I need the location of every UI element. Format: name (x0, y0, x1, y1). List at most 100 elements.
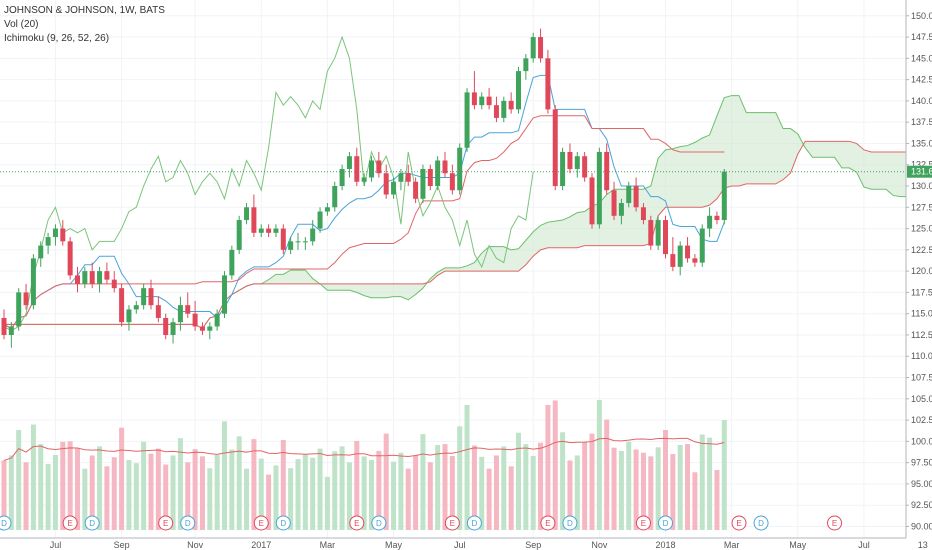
candle-body (97, 271, 103, 284)
volume-bar (1, 460, 7, 530)
candle (369, 156, 374, 182)
volume-bar (45, 464, 51, 530)
time-tick-label: Nov (187, 540, 204, 550)
candle-body (82, 271, 88, 284)
volume-bar (244, 468, 250, 530)
volume-bar (486, 468, 492, 530)
price-axis-bg (906, 0, 932, 550)
candle-body (369, 160, 374, 178)
volume-bar (611, 447, 617, 530)
event-label: E (545, 519, 550, 528)
candle-body (155, 305, 161, 318)
volume-bar (413, 455, 419, 530)
volume-bar (199, 456, 205, 530)
candle-body (442, 160, 448, 174)
candle-body (413, 181, 419, 199)
volume-bar (185, 462, 191, 530)
legend: JOHNSON & JOHNSON, 1W, BATS Vol (20) Ich… (4, 4, 165, 46)
earnings-marker: E (62, 515, 78, 531)
candle-body (185, 305, 191, 314)
event-circle (253, 515, 269, 531)
candle-body (648, 220, 654, 246)
candle (670, 237, 676, 272)
candle (339, 164, 345, 191)
candle-body (449, 173, 455, 191)
candle-body (640, 207, 646, 221)
volume-bar (501, 446, 507, 530)
candle-body (626, 186, 632, 204)
candle (82, 266, 88, 289)
candle-body (471, 92, 477, 106)
event-circle (658, 515, 673, 531)
candle-body (60, 228, 66, 242)
candle-body (383, 173, 389, 195)
volume-bar (126, 460, 132, 530)
event-circle (444, 515, 460, 531)
volume-bar (574, 455, 580, 530)
candle-body (280, 228, 286, 250)
earnings-marker: E (827, 515, 843, 531)
price-tick-label: 145.00 (911, 53, 932, 63)
candle (89, 262, 95, 289)
earnings-marker: E (444, 515, 460, 531)
candle-body (266, 228, 272, 233)
dividend-marker: D (658, 515, 673, 531)
event-circle (158, 515, 174, 531)
dividend-marker: D (371, 515, 387, 531)
candle (413, 177, 419, 204)
candle (449, 164, 455, 195)
candle (317, 207, 323, 233)
candle (493, 96, 499, 123)
earnings-marker: E (253, 515, 269, 531)
volume-bar (391, 461, 397, 530)
volume-bar (52, 455, 58, 530)
volume-bar (383, 433, 389, 530)
candle-body (177, 305, 183, 323)
candle-body (677, 245, 683, 267)
volume-bar (295, 459, 301, 530)
candle-body (685, 245, 691, 259)
volume-bar (280, 440, 286, 530)
candle (111, 271, 117, 293)
candle-body (236, 220, 242, 250)
volume-bar (479, 456, 485, 530)
candle-body (633, 186, 639, 208)
candle (177, 296, 183, 331)
dividend-marker: D (180, 515, 196, 531)
candle-body (663, 220, 668, 255)
volume-bar (545, 405, 551, 530)
candle (574, 151, 580, 178)
candle-body (89, 271, 95, 284)
candle-body (126, 309, 132, 323)
time-tick-label: May (789, 540, 807, 550)
volume-bar (258, 458, 264, 530)
volume-bar (530, 455, 536, 530)
price-tick-label: 135.00 (911, 138, 932, 148)
candle (640, 203, 646, 225)
volume-bar (464, 405, 470, 530)
volume-bar (155, 448, 161, 530)
candle (604, 143, 610, 195)
event-label: E (259, 519, 264, 528)
event-circle (753, 515, 769, 531)
candle (714, 211, 720, 225)
candle (501, 96, 507, 123)
price-tick-label: 130.00 (911, 181, 932, 191)
candle (516, 66, 521, 114)
price-tick-label: 95.00 (911, 479, 932, 489)
candle-body (567, 151, 573, 169)
volume-bar (148, 453, 154, 530)
time-tick-label: 2017 (251, 540, 271, 550)
event-label: E (641, 519, 646, 528)
volume-bar (332, 451, 338, 530)
volume-bar (67, 441, 73, 530)
price-tick-label: 100.00 (911, 436, 932, 446)
candle (192, 300, 198, 331)
candle-body (707, 215, 713, 229)
time-tick-label: Sep (114, 540, 130, 550)
event-label: D (758, 519, 764, 528)
candle-body (214, 313, 220, 327)
candle (16, 288, 22, 331)
candle (582, 151, 588, 182)
